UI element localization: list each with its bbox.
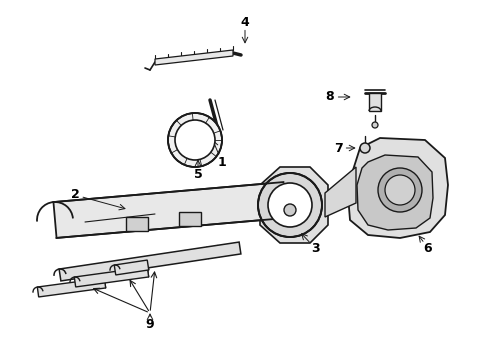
Circle shape xyxy=(385,175,415,205)
Polygon shape xyxy=(37,278,106,297)
Circle shape xyxy=(360,143,370,153)
Circle shape xyxy=(258,173,322,237)
Polygon shape xyxy=(74,267,148,287)
Circle shape xyxy=(175,120,215,160)
Text: 8: 8 xyxy=(326,90,334,104)
Circle shape xyxy=(372,122,378,128)
Circle shape xyxy=(284,204,296,216)
Circle shape xyxy=(378,168,422,212)
Text: 1: 1 xyxy=(218,156,226,168)
Text: 4: 4 xyxy=(241,15,249,28)
Polygon shape xyxy=(325,167,356,217)
Text: 9: 9 xyxy=(146,319,154,332)
Text: 7: 7 xyxy=(334,141,343,154)
Text: 3: 3 xyxy=(311,242,319,255)
Circle shape xyxy=(268,183,312,227)
Polygon shape xyxy=(260,167,328,243)
Circle shape xyxy=(168,113,222,167)
Text: 2: 2 xyxy=(71,189,79,202)
Polygon shape xyxy=(357,155,433,230)
Polygon shape xyxy=(369,93,381,111)
Polygon shape xyxy=(114,260,149,275)
Text: 6: 6 xyxy=(424,242,432,255)
Polygon shape xyxy=(53,182,287,238)
Polygon shape xyxy=(126,217,148,231)
Polygon shape xyxy=(348,138,448,238)
Text: 5: 5 xyxy=(194,168,202,181)
Polygon shape xyxy=(179,212,201,226)
Polygon shape xyxy=(155,50,233,65)
Polygon shape xyxy=(59,242,241,281)
